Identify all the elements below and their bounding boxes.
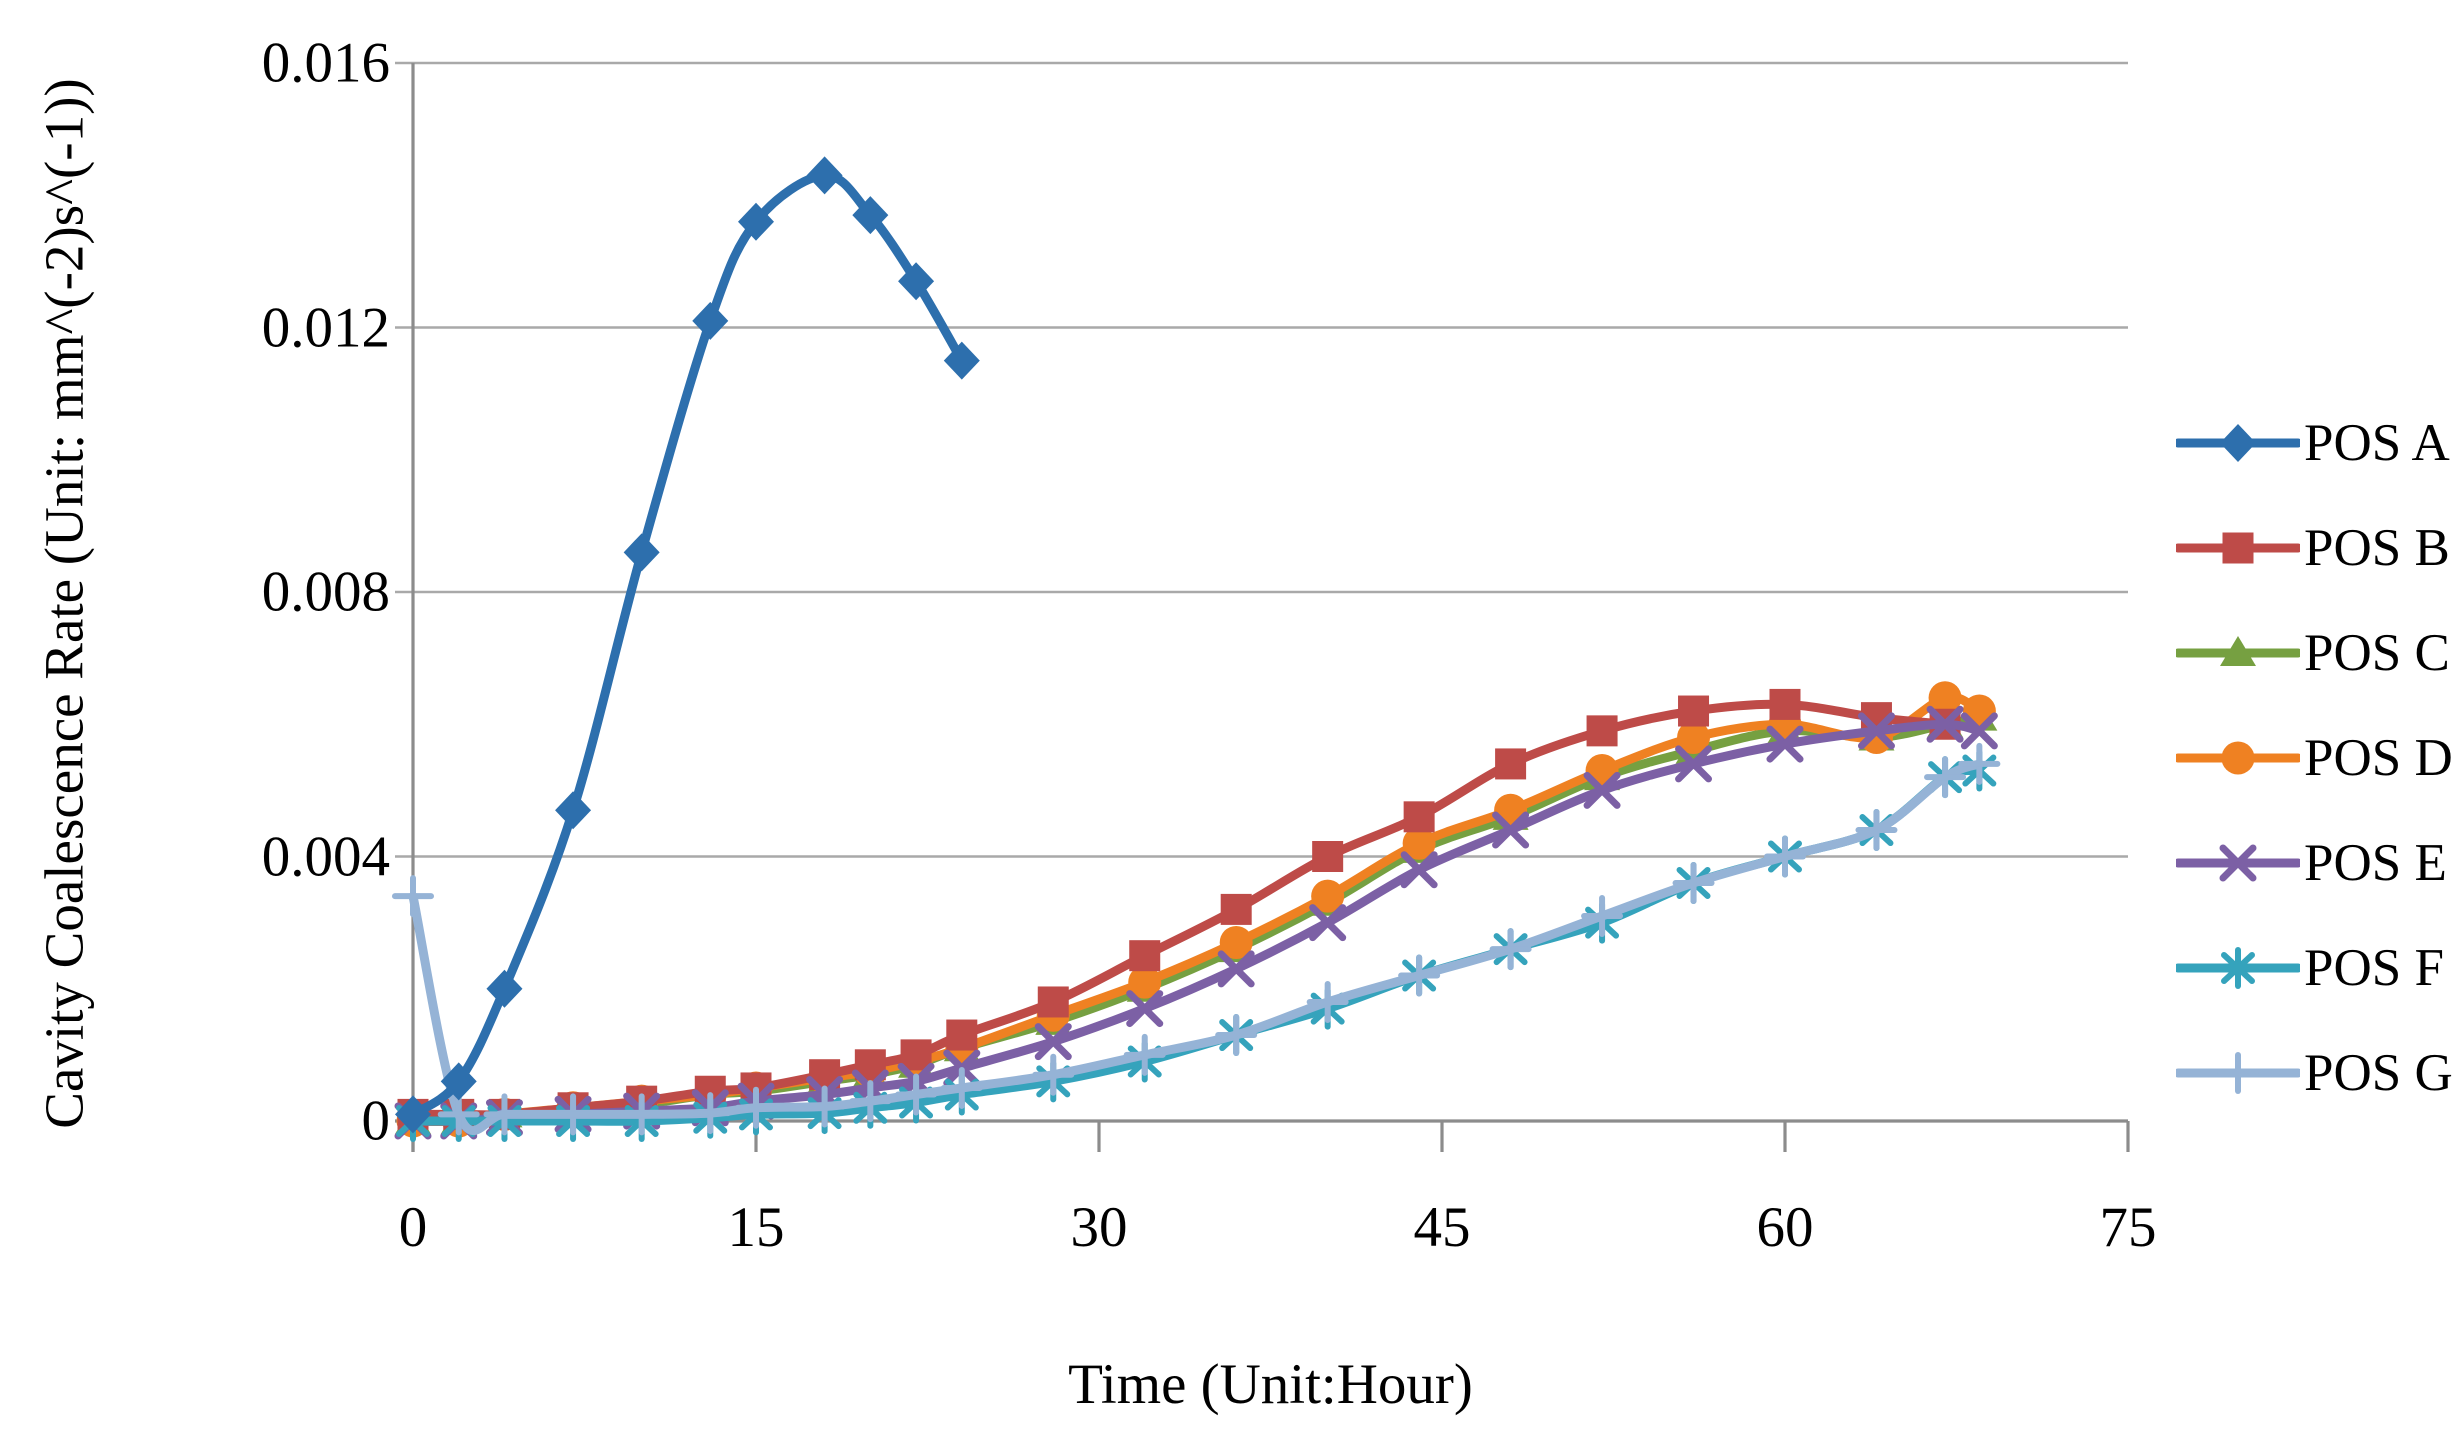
legend-item-pos-e: POS E <box>2173 833 2447 893</box>
series-pos-g <box>392 742 2001 1136</box>
legend-item-pos-a: POS A <box>2173 413 2450 473</box>
legend-item-pos-f: POS F <box>2173 938 2444 998</box>
x-tick-label: 45 <box>1413 1196 1471 1259</box>
legend-item-pos-c: POS C <box>2173 623 2450 683</box>
diamond-marker-icon <box>2173 413 2303 473</box>
legend-label: POS D <box>2304 729 2453 787</box>
legend-label: POS B <box>2304 519 2450 577</box>
x-tick-label: 75 <box>2099 1196 2157 1259</box>
y-tick-label: 0.008 <box>261 560 390 624</box>
square-marker-icon <box>2173 518 2303 578</box>
x-tick-label: 15 <box>727 1196 785 1259</box>
legend-label: POS A <box>2304 414 2450 472</box>
legend-label: POS F <box>2304 939 2444 997</box>
y-tick-label: 0.016 <box>261 31 390 95</box>
x-marker-icon <box>2173 833 2303 893</box>
legend-item-pos-g: POS G <box>2173 1043 2453 1103</box>
legend-label: POS E <box>2304 834 2447 892</box>
series-pos-e <box>394 705 1998 1140</box>
chart-legend: POS A POS B POS C POS D POS E POS F POS G <box>2172 0 2463 1447</box>
legend-label: POS G <box>2304 1044 2453 1102</box>
y-tick-label: 0.004 <box>261 825 390 888</box>
circle-marker-icon <box>2173 728 2303 788</box>
y-tick-label: 0.012 <box>261 296 390 359</box>
x-axis-title: Time (Unit:Hour) <box>1068 1353 1473 1416</box>
legend-item-pos-d: POS D <box>2173 728 2453 788</box>
x-tick-label: 60 <box>1756 1196 1814 1259</box>
series-pos-a <box>395 156 980 1134</box>
y-tick-label: 0 <box>361 1089 391 1153</box>
triangle-marker-icon <box>2173 623 2303 683</box>
asterisk-marker-icon <box>2173 938 2303 998</box>
legend-item-pos-b: POS B <box>2173 518 2450 578</box>
series-pos-c <box>395 700 1998 1134</box>
x-tick-label: 0 <box>398 1196 428 1259</box>
series-pos-f <box>396 749 1997 1142</box>
x-tick-label: 30 <box>1070 1196 1128 1259</box>
plus-marker-icon <box>2173 1043 2303 1103</box>
legend-label: POS C <box>2304 624 2450 682</box>
y-axis-title: Cavity Coalescence Rate (Unit: mm^(-2)s^… <box>33 78 95 1129</box>
